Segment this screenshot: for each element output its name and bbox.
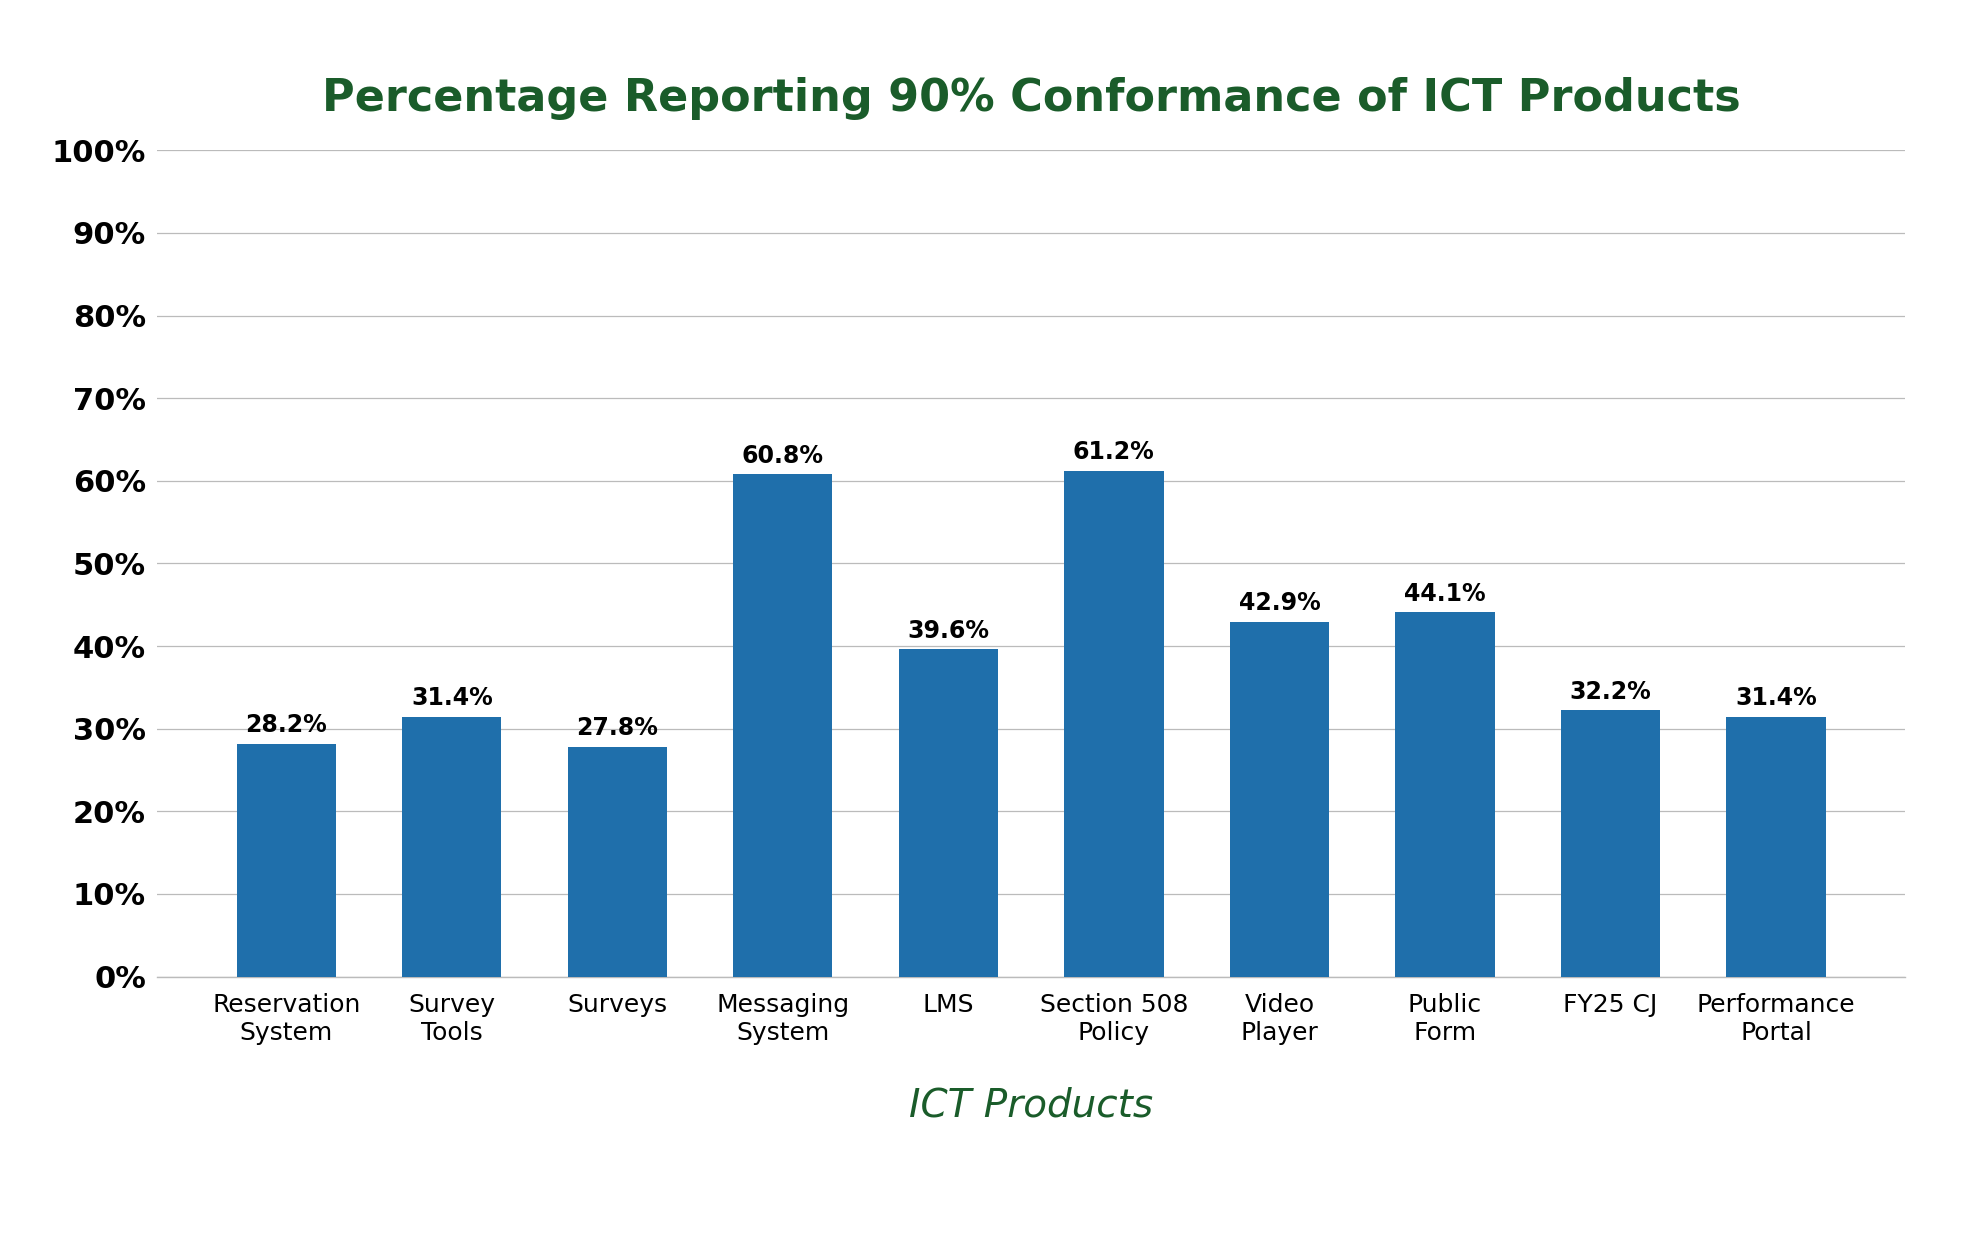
Bar [236, 744, 336, 977]
Text: 44.1%: 44.1% [1404, 581, 1485, 606]
Text: 39.6%: 39.6% [907, 618, 990, 642]
Bar [403, 717, 501, 977]
Text: 28.2%: 28.2% [246, 712, 328, 737]
Bar [1394, 612, 1495, 977]
X-axis label: ICT Products: ICT Products [909, 1087, 1153, 1124]
Text: 60.8%: 60.8% [742, 443, 823, 467]
Bar [1229, 622, 1330, 977]
Text: 32.2%: 32.2% [1569, 680, 1652, 704]
Title: Percentage Reporting 90% Conformance of ICT Products: Percentage Reporting 90% Conformance of … [322, 78, 1740, 120]
Text: 31.4%: 31.4% [1734, 686, 1817, 710]
Text: 61.2%: 61.2% [1072, 441, 1155, 464]
Bar [1561, 710, 1660, 977]
Text: 31.4%: 31.4% [410, 686, 493, 710]
Text: 42.9%: 42.9% [1239, 591, 1320, 616]
Bar [568, 747, 668, 977]
Text: 27.8%: 27.8% [575, 716, 658, 740]
Bar [900, 650, 998, 977]
Bar [733, 475, 833, 977]
Bar [1726, 717, 1827, 977]
Bar [1064, 471, 1163, 977]
